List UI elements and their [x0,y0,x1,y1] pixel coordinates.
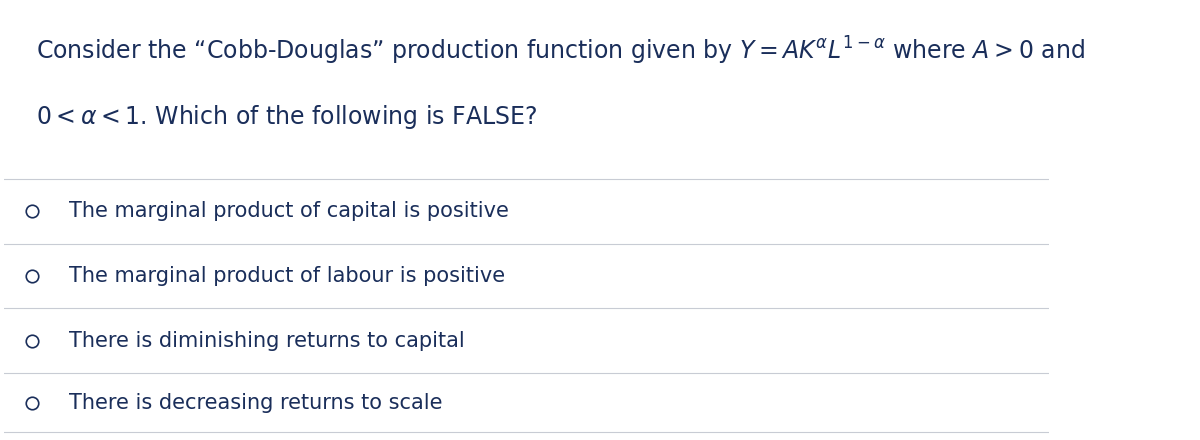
Text: $0 < \alpha < 1$. Which of the following is FALSE?: $0 < \alpha < 1$. Which of the following… [36,103,536,132]
Text: Consider the “Cobb-Douglas” production function given by $Y = AK^{\alpha} L^{1-\: Consider the “Cobb-Douglas” production f… [36,34,1085,66]
Text: There is decreasing returns to scale: There is decreasing returns to scale [68,393,443,414]
Text: The marginal product of labour is positive: The marginal product of labour is positi… [68,266,505,286]
Text: The marginal product of capital is positive: The marginal product of capital is posit… [68,202,509,221]
Text: There is diminishing returns to capital: There is diminishing returns to capital [68,331,464,351]
